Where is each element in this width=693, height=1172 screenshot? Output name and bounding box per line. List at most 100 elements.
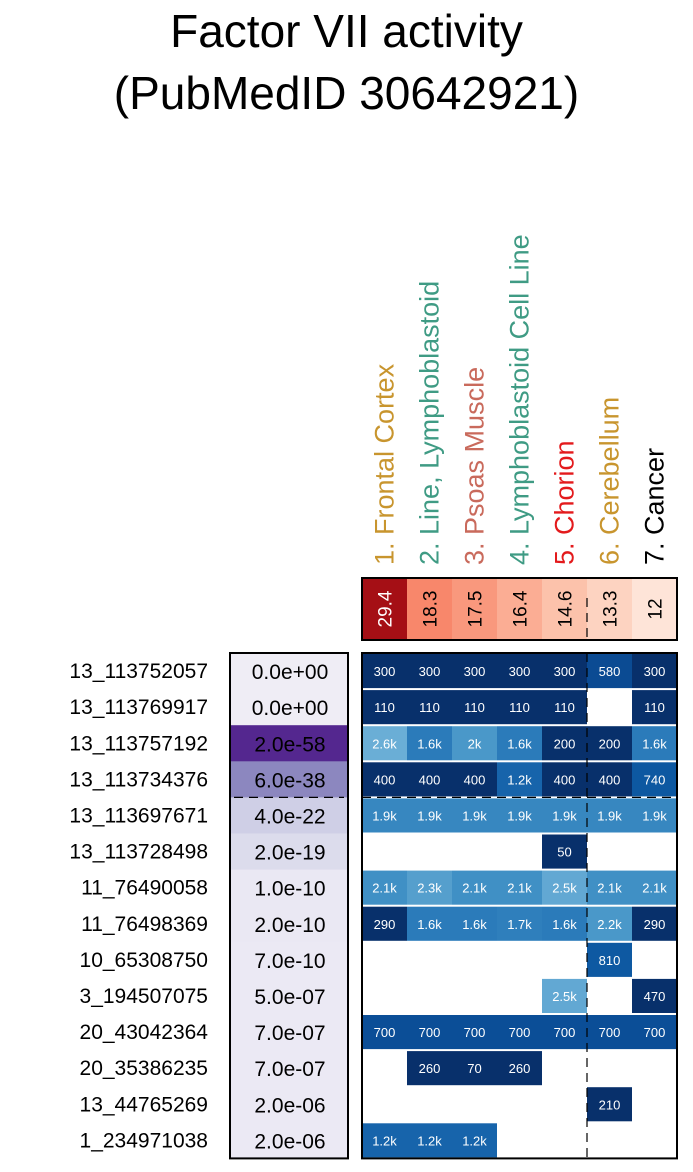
heat-value: 1.2k xyxy=(372,1133,397,1148)
pvalue-border xyxy=(229,652,349,1160)
heat-cell xyxy=(497,906,542,941)
heat-value: 1.6k xyxy=(642,736,667,751)
heat-cell xyxy=(587,762,632,797)
heat-cell xyxy=(407,690,452,725)
column-label: 3. Psoas Muscle xyxy=(460,367,490,565)
heat-value: 2.1k xyxy=(642,881,667,896)
heat-value: 300 xyxy=(644,664,666,679)
heat-value: 290 xyxy=(374,917,396,932)
pvalue-text: 7.0e-10 xyxy=(254,950,325,973)
heat-cell xyxy=(542,690,587,725)
pvalue-text: 2.0e-06 xyxy=(254,1130,325,1153)
heat-cell xyxy=(362,726,407,761)
heat-value: 810 xyxy=(599,953,621,968)
heat-cell xyxy=(632,870,677,905)
heat-cell xyxy=(452,870,497,905)
pvalue-text: 2.0e-06 xyxy=(254,1094,325,1117)
heat-cell xyxy=(542,906,587,941)
heat-value: 300 xyxy=(374,664,396,679)
heat-cell xyxy=(407,906,452,941)
heat-value: 110 xyxy=(644,700,665,715)
heat-cell xyxy=(587,654,632,689)
score-value: 29.4 xyxy=(376,590,397,627)
heat-value: 2.5k xyxy=(552,989,577,1004)
heat-cell xyxy=(542,726,587,761)
heat-cell xyxy=(362,690,407,725)
heat-cell xyxy=(362,1015,407,1050)
heat-cell xyxy=(587,726,632,761)
pvalue-cell xyxy=(230,941,348,979)
heat-cell xyxy=(452,1015,497,1050)
snp-label: 13_113757192 xyxy=(69,732,208,755)
pvalue-cell xyxy=(230,1050,348,1087)
score-value: 13.3 xyxy=(601,591,622,628)
heat-value: 470 xyxy=(644,989,666,1004)
score-cell xyxy=(362,578,407,640)
heat-cell xyxy=(407,654,452,689)
snp-label: 3_194507075 xyxy=(80,985,208,1008)
pvalue-text: 1.0e-10 xyxy=(254,878,325,901)
heat-value: 2.3k xyxy=(417,881,442,896)
pvalue-text: 7.0e-07 xyxy=(254,1058,325,1081)
score-cell xyxy=(587,578,632,640)
heat-value: 110 xyxy=(464,700,485,715)
heat-value: 1.2k xyxy=(462,1133,487,1148)
heat-cell xyxy=(632,726,677,761)
heat-value: 1.9k xyxy=(597,808,622,823)
heat-value: 1.6k xyxy=(462,917,487,932)
score-cell xyxy=(452,578,497,640)
pvalue-text: 7.0e-07 xyxy=(254,1022,325,1045)
heat-cell xyxy=(452,798,497,833)
column-label: 5. Chorion xyxy=(550,440,580,565)
heat-value: 200 xyxy=(554,736,576,751)
pvalue-cell xyxy=(230,1014,348,1051)
heat-cell xyxy=(542,870,587,905)
heat-value: 700 xyxy=(554,1025,576,1040)
heat-value: 700 xyxy=(419,1025,441,1040)
score-cell xyxy=(542,578,587,640)
heat-cell xyxy=(587,798,632,833)
pvalue-cell xyxy=(230,905,348,943)
score-value: 12 xyxy=(646,598,667,619)
score-cell xyxy=(407,578,452,640)
heat-cell xyxy=(632,798,677,833)
heat-cell xyxy=(452,654,497,689)
pvalue-cell xyxy=(230,1086,348,1123)
heat-cell xyxy=(407,726,452,761)
heat-cell xyxy=(497,726,542,761)
snp-label: 20_35386235 xyxy=(80,1057,208,1080)
heatmap-border xyxy=(361,652,678,1160)
heat-value: 210 xyxy=(599,1097,621,1112)
heat-cell xyxy=(587,1015,632,1050)
snp-label: 11_76498369 xyxy=(81,913,208,936)
heat-cell xyxy=(362,906,407,941)
pvalue-text: 2.0e-58 xyxy=(254,733,325,756)
heat-value: 700 xyxy=(464,1025,486,1040)
pvalue-text: 0.0e+00 xyxy=(252,661,329,684)
column-label: 4. Lymphoblastoid Cell Line xyxy=(505,234,535,565)
heat-value: 110 xyxy=(554,700,575,715)
snp-label: 13_113752057 xyxy=(69,660,208,683)
snp-label: 10_65308750 xyxy=(80,949,208,972)
score-value: 17.5 xyxy=(466,591,487,628)
heat-cell xyxy=(632,690,677,725)
heat-cell xyxy=(452,1051,497,1086)
heat-cell xyxy=(587,870,632,905)
heat-cell xyxy=(452,906,497,941)
pvalue-cell xyxy=(230,797,348,834)
snp-label: 13_113769917 xyxy=(69,696,208,719)
snp-label: 1_234971038 xyxy=(80,1129,208,1152)
heat-cell xyxy=(632,906,677,941)
heat-value: 740 xyxy=(644,772,666,787)
heat-value: 400 xyxy=(599,772,621,787)
chart-title-line1: Factor VII activity xyxy=(170,5,523,57)
pvalue-cell xyxy=(230,689,348,726)
heat-cell xyxy=(587,942,632,977)
heat-value: 300 xyxy=(464,664,486,679)
heat-cell xyxy=(587,1087,632,1122)
score-value: 18.3 xyxy=(421,591,442,628)
heat-cell xyxy=(452,726,497,761)
heat-value: 1.9k xyxy=(552,808,577,823)
heat-value: 110 xyxy=(419,700,440,715)
snp-label: 11_76490058 xyxy=(81,877,208,900)
